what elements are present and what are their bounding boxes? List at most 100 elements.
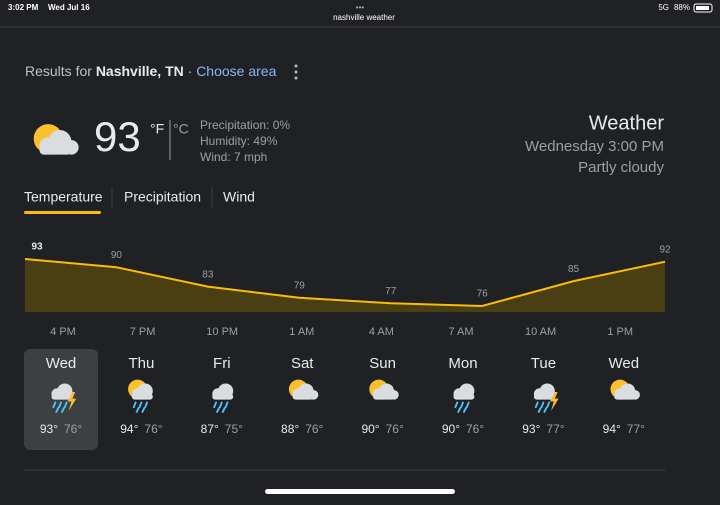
unit-c[interactable]: °C xyxy=(173,121,189,137)
low-temp: 75° xyxy=(225,422,243,436)
rain-drop xyxy=(58,401,62,409)
value-label: 76 xyxy=(477,289,489,300)
rain-drop xyxy=(141,407,146,413)
rain-drop xyxy=(460,401,464,409)
day-card[interactable]: Mon 90° 76° xyxy=(442,355,485,436)
day-card[interactable]: Wed 93° 76° xyxy=(24,349,98,450)
temperature-line xyxy=(24,258,666,308)
value-label: 93 xyxy=(31,242,43,253)
rain-drop xyxy=(540,401,545,409)
status-date: Wed Jul 16 xyxy=(48,3,90,12)
tab[interactable]: Wind xyxy=(223,189,255,205)
summary-condition: Partly cloudy xyxy=(578,159,664,176)
day-card[interactable]: Sun 90° 76° xyxy=(361,355,404,436)
rain-drop xyxy=(221,407,226,413)
location: Nashville, TN xyxy=(96,63,184,79)
url[interactable]: nashville weather xyxy=(333,13,395,22)
home-indicator xyxy=(265,489,455,494)
results-prefix: Results for xyxy=(25,63,92,79)
day-name: Thu xyxy=(128,355,154,372)
rain-drop xyxy=(537,407,542,413)
menu[interactable] xyxy=(294,64,298,80)
forecast: Wed 93° 76° Thu 94° 76° Fri 87° 75° Sat 88° 76° Sun 9… xyxy=(24,349,645,450)
day-name: Tue xyxy=(531,355,556,372)
lightning xyxy=(550,392,559,411)
day-card[interactable]: Sat 88° 76° xyxy=(281,355,324,436)
rain-drop xyxy=(135,407,140,413)
cloud xyxy=(373,393,394,400)
cloud xyxy=(630,390,640,400)
high-temp: 94° xyxy=(120,422,138,436)
rain-drop xyxy=(218,401,223,409)
low-temp: 76° xyxy=(466,422,484,436)
rain-drop xyxy=(224,401,229,409)
rain-drop xyxy=(534,401,539,409)
cloud xyxy=(51,393,73,400)
cloud xyxy=(389,390,399,400)
time-label: 10 AM xyxy=(525,326,556,338)
current-temp: 93 xyxy=(94,113,141,160)
day-card[interactable]: Wed 94° 77° xyxy=(603,355,646,436)
day-name: Wed xyxy=(609,355,640,372)
day-card[interactable]: Fri 87° 75° xyxy=(201,355,244,436)
day-name: Sat xyxy=(291,355,314,372)
high-temp: 93° xyxy=(40,422,58,436)
day-card[interactable]: Thu 94° 76° xyxy=(120,355,163,436)
cloud xyxy=(308,390,319,400)
tab-indicator xyxy=(24,211,101,214)
rain-drop xyxy=(457,407,462,413)
day-card[interactable]: Tue 93° 77° xyxy=(522,355,565,436)
rain-drop xyxy=(543,407,548,413)
summary-time: Wednesday 3:00 PM xyxy=(525,138,664,155)
battery-level xyxy=(696,6,709,10)
low-temp: 76° xyxy=(305,422,323,436)
rain-drop xyxy=(454,401,459,409)
tab[interactable]: Temperature xyxy=(24,189,103,205)
current-icon xyxy=(33,124,79,155)
dots: ••• xyxy=(356,3,365,12)
rain-drop xyxy=(144,401,149,409)
value-label: 85 xyxy=(568,264,580,275)
temperature-area xyxy=(25,259,665,312)
time-label: 10 PM xyxy=(206,326,238,338)
high-temp: 90° xyxy=(361,422,379,436)
cloud xyxy=(131,393,153,400)
day-name: Wed xyxy=(46,355,77,372)
day-name: Fri xyxy=(213,355,231,372)
cloud xyxy=(453,393,475,400)
value-label: 92 xyxy=(659,244,671,255)
time-label: 4 PM xyxy=(50,326,76,338)
rain-drop xyxy=(63,401,68,409)
tab[interactable]: Precipitation xyxy=(124,189,201,205)
low-temp: 76° xyxy=(386,422,404,436)
rain-drop xyxy=(132,401,137,409)
time-label: 4 AM xyxy=(369,326,394,338)
rain-drop xyxy=(216,407,220,413)
cloud xyxy=(64,140,79,155)
high-temp: 94° xyxy=(603,422,621,436)
time-label: 7 PM xyxy=(130,326,156,338)
rain-drop xyxy=(546,401,551,409)
choose-area[interactable]: Choose area xyxy=(196,63,276,79)
rain-drop xyxy=(138,401,143,409)
status-time: 3:02 PM xyxy=(8,3,39,12)
cloud xyxy=(533,393,555,400)
rain-drop xyxy=(213,401,218,409)
battery-icon xyxy=(693,3,713,13)
value-label: 90 xyxy=(111,250,123,261)
status-battery: 88% xyxy=(674,3,690,12)
low-temp: 77° xyxy=(546,422,564,436)
lightning xyxy=(67,392,77,411)
high-temp: 88° xyxy=(281,422,299,436)
low-temp: 77° xyxy=(627,422,645,436)
cloud xyxy=(614,393,636,400)
low-temp: 76° xyxy=(144,422,162,436)
cloud xyxy=(39,145,72,155)
precipitation: Precipitation: 0% xyxy=(200,118,290,132)
status-signal: 5G xyxy=(658,3,669,12)
low-temp: 76° xyxy=(64,422,82,436)
cloud xyxy=(212,393,234,400)
unit-f[interactable]: °F xyxy=(150,121,164,137)
cloud xyxy=(292,393,314,400)
temperature-chart: 93 4 PM 90 7 PM 83 10 PM 79 1 AM 77 4 AM 76 7 AM 85 1… xyxy=(24,242,671,338)
